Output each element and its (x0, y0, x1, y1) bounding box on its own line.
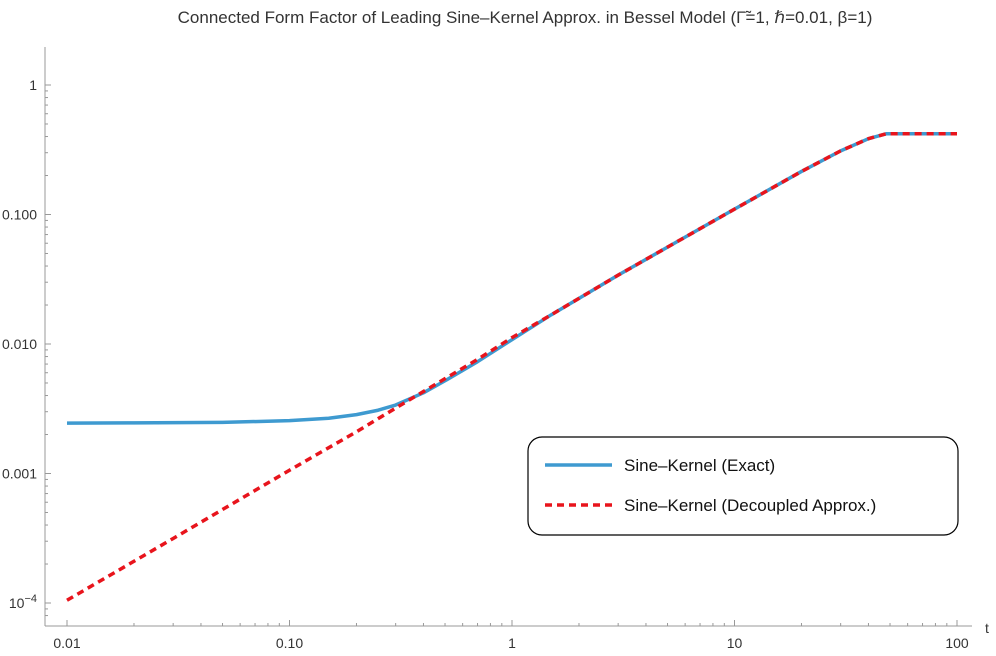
x-tick-label: 100 (945, 635, 969, 651)
x-tick-label: 10 (727, 635, 743, 651)
x-axis-label: t (985, 620, 989, 636)
legend-label-approx: Sine–Kernel (Decoupled Approx.) (624, 496, 876, 515)
y-ticks: 10−4 0.001 0.010 0.100 1 (2, 77, 51, 617)
y-tick-label: 0.001 (2, 466, 37, 482)
y-tick-label: 1 (29, 77, 37, 93)
legend: Sine–Kernel (Exact) Sine–Kernel (Decoupl… (527, 436, 959, 536)
y-tick-label: 0.100 (2, 207, 37, 223)
x-tick-label: 0.01 (53, 635, 80, 651)
legend-box (527, 436, 959, 536)
legend-label-exact: Sine–Kernel (Exact) (624, 456, 775, 475)
x-ticks: 0.01 0.10 1 10 100 (53, 620, 969, 651)
chart-title: Connected Form Factor of Leading Sine–Ke… (178, 8, 873, 27)
series-layer (66, 132, 957, 602)
y-tick-label: 10−4 (9, 593, 37, 611)
series-line-approx (66, 132, 957, 602)
y-tick-label: 0.010 (2, 336, 37, 352)
x-tick-label: 1 (508, 635, 516, 651)
x-tick-label: 0.10 (276, 635, 303, 651)
series-line-exact (66, 132, 957, 425)
